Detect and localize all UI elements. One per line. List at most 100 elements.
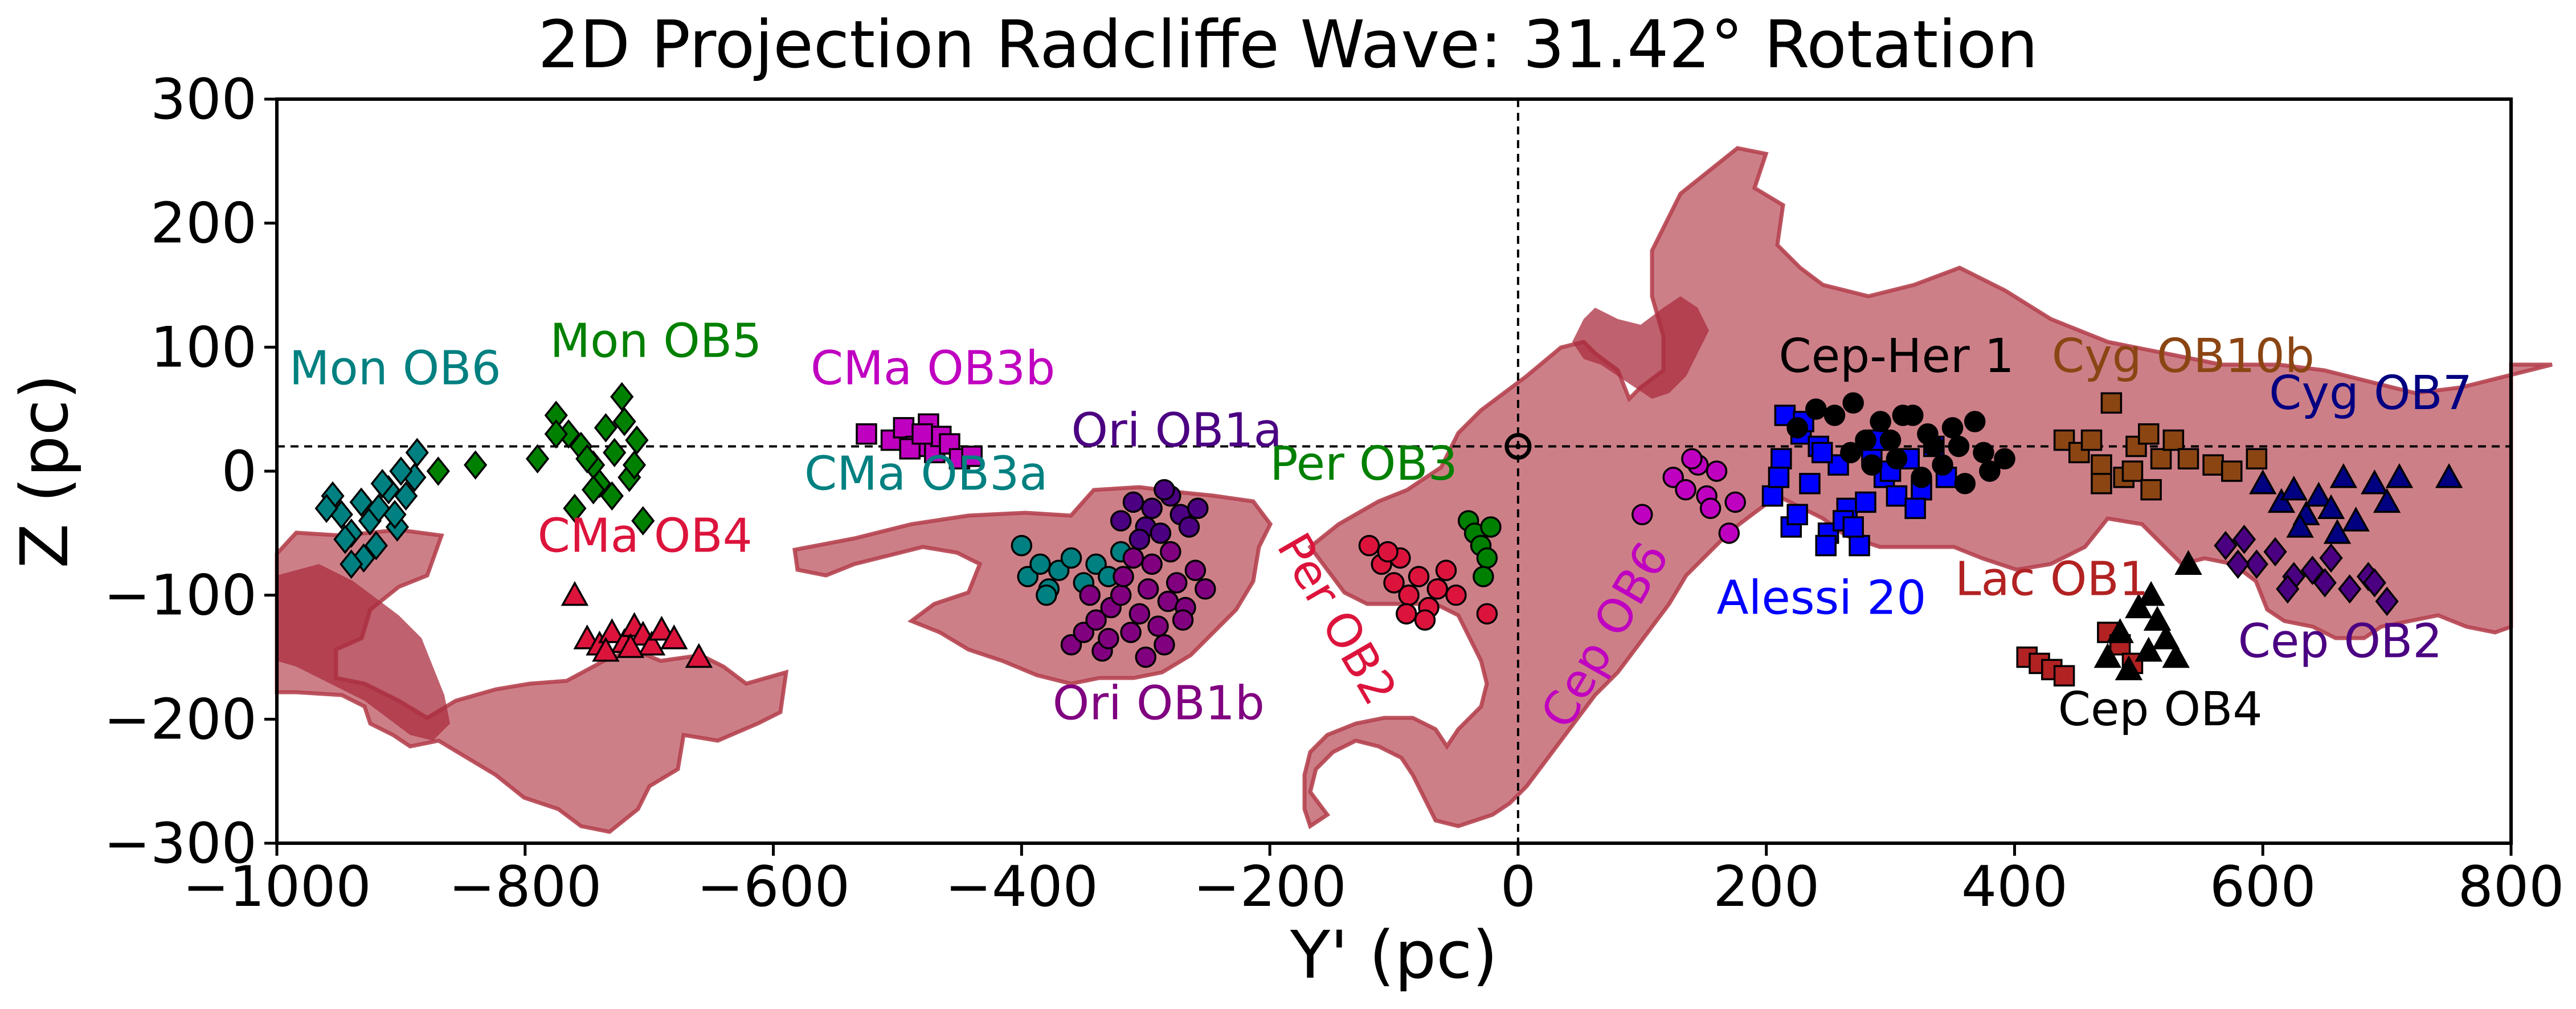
data-point bbox=[685, 643, 713, 668]
data-point bbox=[1473, 566, 1494, 587]
data-point bbox=[575, 444, 599, 473]
data-point bbox=[1994, 448, 2015, 469]
data-point bbox=[961, 446, 983, 467]
group-labels: Mon OB6 Mon OB5 CMa OB3b CMa OB4 CMa OB3a Ori… bbox=[289, 314, 2472, 737]
data-point bbox=[911, 423, 933, 445]
data-point bbox=[2137, 581, 2165, 606]
data-point bbox=[1150, 522, 1172, 544]
data-point bbox=[1122, 547, 1144, 569]
data-point bbox=[1849, 534, 1870, 557]
data-point bbox=[2276, 574, 2300, 604]
data-point bbox=[2313, 568, 2337, 598]
data-point bbox=[1476, 603, 1498, 625]
data-point bbox=[2162, 643, 2190, 668]
data-point bbox=[1113, 566, 1134, 587]
data-point bbox=[1823, 405, 1846, 426]
data-point bbox=[364, 530, 388, 561]
y-tick-label: 200 bbox=[150, 191, 257, 256]
data-point bbox=[2232, 524, 2256, 554]
group-label-per-ob3: Per OB3 bbox=[1270, 437, 1458, 491]
data-point bbox=[563, 493, 587, 524]
data-point bbox=[2202, 454, 2224, 476]
data-point bbox=[1358, 534, 1380, 557]
y-tick-label: −300 bbox=[104, 811, 257, 876]
data-point bbox=[1941, 417, 1964, 439]
data-point bbox=[1932, 454, 1953, 476]
cloud-core-west bbox=[277, 564, 450, 741]
data-point bbox=[2373, 488, 2401, 513]
data-point bbox=[1892, 405, 1914, 426]
data-point bbox=[2100, 392, 2123, 414]
x-tick-label: −200 bbox=[1193, 855, 1347, 920]
data-point bbox=[2300, 555, 2324, 585]
data-point bbox=[1166, 572, 1188, 594]
data-point bbox=[1073, 622, 1095, 643]
data-point bbox=[1886, 485, 1908, 507]
data-point bbox=[394, 481, 418, 511]
data-point bbox=[582, 475, 606, 505]
y-tick-label: −200 bbox=[104, 687, 257, 752]
data-point bbox=[1398, 584, 1420, 606]
data-point bbox=[2091, 473, 2112, 495]
data-point bbox=[2053, 429, 2075, 451]
group-label-cep-her-1: Cep-Her 1 bbox=[1778, 329, 2014, 383]
data-point bbox=[2091, 454, 2112, 476]
data-point bbox=[1085, 553, 1107, 575]
data-point bbox=[2280, 475, 2308, 501]
series-per-ob2 bbox=[1358, 534, 1498, 631]
data-point bbox=[2143, 606, 2172, 631]
data-point bbox=[1923, 435, 1945, 457]
data-point bbox=[2115, 655, 2143, 681]
data-point bbox=[1085, 609, 1107, 631]
x-tick-label: 200 bbox=[1713, 855, 1819, 920]
data-point bbox=[1799, 473, 1821, 495]
data-point bbox=[1187, 497, 1209, 520]
data-point bbox=[1771, 448, 1792, 469]
data-point bbox=[1911, 467, 1932, 488]
data-point bbox=[2214, 530, 2238, 561]
data-point bbox=[1036, 584, 1057, 606]
data-point bbox=[1135, 646, 1156, 668]
data-point bbox=[2319, 543, 2343, 573]
group-label-cep-ob2: Cep OB2 bbox=[2238, 615, 2443, 669]
data-point bbox=[367, 493, 391, 524]
group-label-cyg-ob10b: Cyg OB10b bbox=[2052, 329, 2315, 383]
data-point bbox=[314, 493, 338, 524]
data-point bbox=[2226, 549, 2250, 579]
data-point bbox=[426, 456, 450, 486]
series-cep-ob4 bbox=[2093, 550, 2202, 681]
series-cma-ob4 bbox=[561, 581, 713, 668]
data-point bbox=[603, 438, 627, 468]
group-label-mon-ob5: Mon OB5 bbox=[550, 314, 762, 369]
data-point bbox=[2221, 460, 2243, 482]
x-tick-label: 600 bbox=[2210, 855, 2316, 920]
data-point bbox=[561, 581, 589, 606]
series-cep-ob2 bbox=[2214, 524, 2399, 616]
x-tick-label: −800 bbox=[448, 855, 602, 920]
data-point bbox=[1662, 467, 1684, 488]
data-point bbox=[1122, 491, 1144, 513]
data-point bbox=[2323, 518, 2352, 544]
data-point bbox=[1842, 392, 1864, 414]
data-point bbox=[1435, 559, 1457, 581]
data-point bbox=[2246, 448, 2268, 469]
data-point bbox=[370, 469, 394, 499]
data-point bbox=[1861, 454, 1883, 476]
data-point bbox=[1842, 516, 1864, 538]
x-tick-label: 400 bbox=[1961, 855, 2068, 920]
data-point bbox=[464, 450, 488, 480]
data-point bbox=[2375, 586, 2399, 616]
data-point bbox=[1141, 553, 1163, 575]
series-mon-ob6 bbox=[314, 438, 429, 579]
data-point bbox=[2286, 513, 2314, 538]
group-label-mon-ob6: Mon OB6 bbox=[289, 342, 501, 396]
data-point bbox=[1060, 547, 1082, 569]
data-point bbox=[1870, 411, 1891, 432]
data-point bbox=[1110, 510, 1132, 532]
group-label-cma-ob3b: CMa OB3b bbox=[811, 342, 1055, 396]
x-axis-label: Y' (pc) bbox=[1290, 917, 1498, 994]
data-point bbox=[1060, 634, 1082, 656]
data-point bbox=[1172, 609, 1194, 631]
data-point bbox=[1128, 603, 1151, 625]
